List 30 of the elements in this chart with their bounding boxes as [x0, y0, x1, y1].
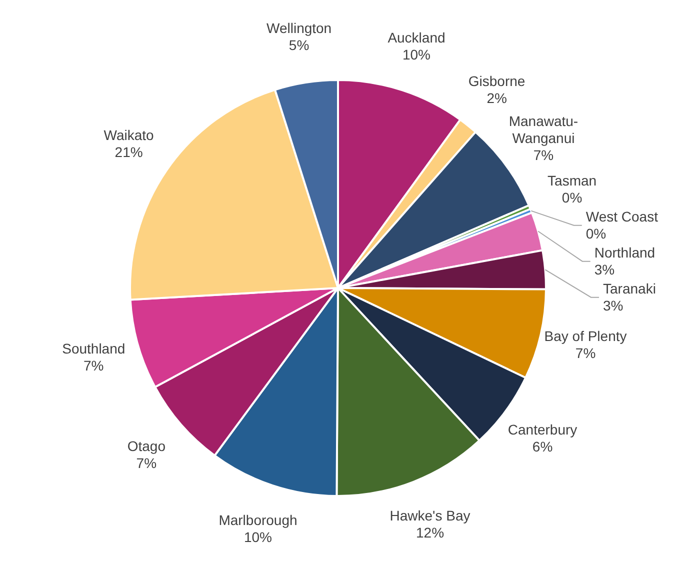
- data-label: 12%: [416, 524, 444, 541]
- slice-label: Taranaki: [603, 280, 656, 296]
- data-label: 7%: [136, 454, 157, 471]
- slice-label: Manawatu-Wanganui: [508, 113, 578, 146]
- data-label: 10%: [244, 529, 272, 546]
- data-label: 2%: [486, 90, 507, 106]
- data-label: 3%: [603, 297, 624, 314]
- data-label: 10%: [402, 46, 431, 62]
- data-label: 21%: [114, 144, 143, 160]
- slice-label: Wellington: [266, 20, 332, 36]
- slice-label: Otago: [127, 438, 166, 454]
- data-label: 7%: [533, 147, 554, 164]
- data-label: 6%: [532, 438, 553, 455]
- data-label: 7%: [575, 344, 596, 361]
- data-label: 0%: [562, 189, 582, 206]
- slice-label: Marlborough: [218, 512, 298, 528]
- slice-label: Gisborne: [468, 72, 526, 89]
- slice-label: Canterbury: [508, 422, 578, 438]
- slice-label: West Coast: [586, 208, 658, 224]
- slice-label: Tasman: [548, 172, 597, 188]
- slice-label: Northland: [594, 244, 656, 260]
- data-label: 7%: [84, 357, 104, 374]
- data-label: 5%: [288, 37, 310, 54]
- slice-label: Bay of Plenty: [544, 328, 627, 344]
- slice-label: Auckland: [388, 29, 446, 46]
- data-label: 0%: [586, 225, 606, 242]
- data-label: 3%: [594, 261, 615, 278]
- slice-label: Hawke's Bay: [390, 508, 470, 524]
- slice-label: Southland: [62, 340, 126, 356]
- slice-label: Waikato: [104, 126, 154, 143]
